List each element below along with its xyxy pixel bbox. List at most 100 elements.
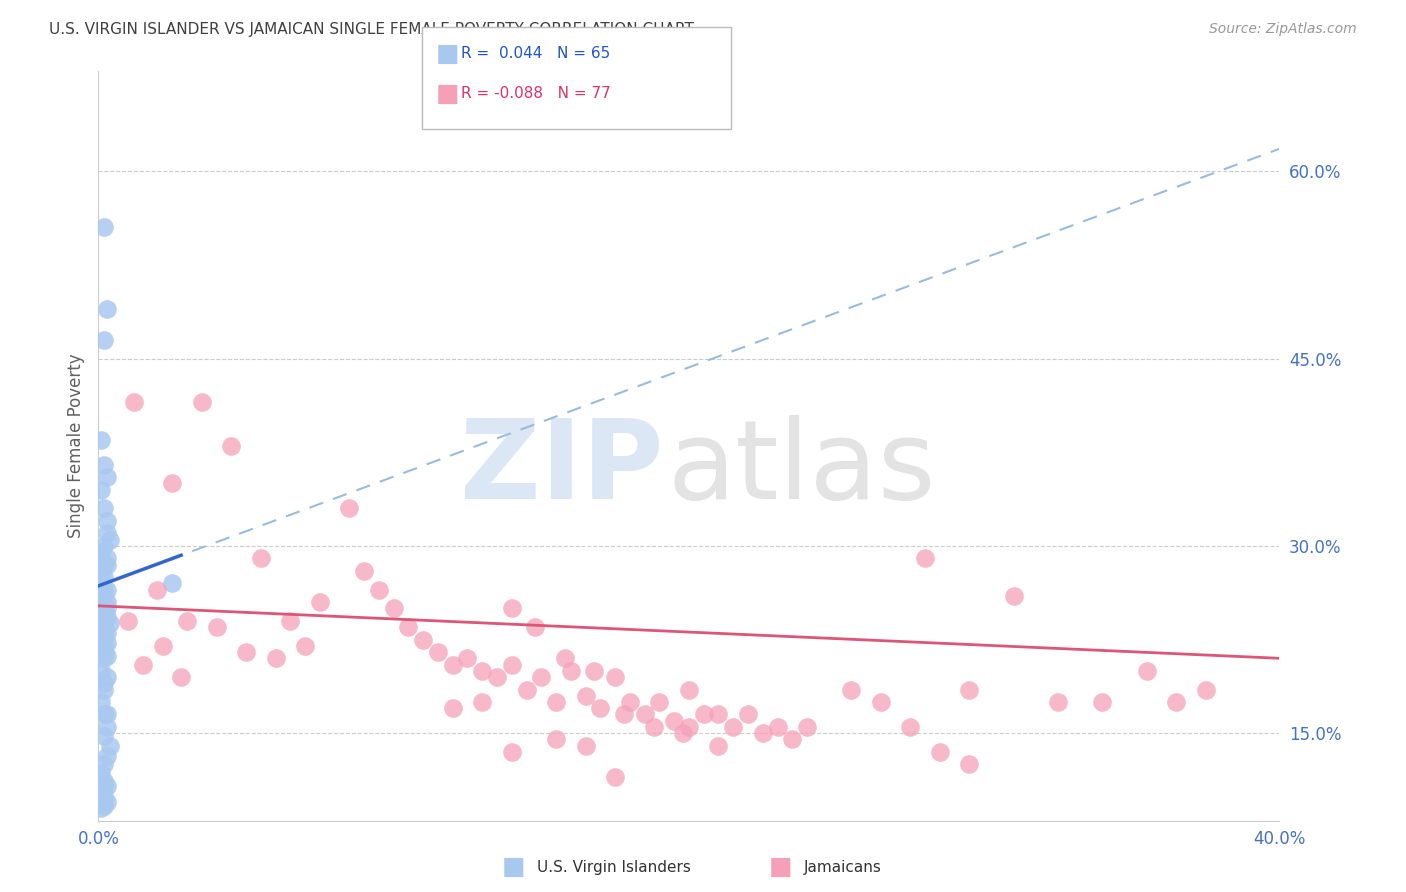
Point bbox=[96, 470, 118, 484]
Point bbox=[90, 595, 112, 609]
Point bbox=[530, 670, 553, 684]
Point bbox=[398, 620, 420, 634]
Point bbox=[122, 395, 145, 409]
Point bbox=[1166, 695, 1188, 709]
Point bbox=[93, 682, 115, 697]
Point bbox=[96, 795, 118, 809]
Point bbox=[900, 720, 922, 734]
Text: ■: ■ bbox=[436, 82, 460, 105]
Point bbox=[205, 620, 228, 634]
Point bbox=[280, 614, 302, 628]
Point bbox=[501, 601, 523, 615]
Point bbox=[93, 501, 115, 516]
Text: Source: ZipAtlas.com: Source: ZipAtlas.com bbox=[1209, 22, 1357, 37]
Point bbox=[575, 689, 598, 703]
Point bbox=[672, 726, 695, 740]
Point bbox=[235, 645, 257, 659]
Point bbox=[1002, 589, 1025, 603]
Point bbox=[914, 551, 936, 566]
Text: ■: ■ bbox=[769, 855, 792, 879]
Point bbox=[90, 607, 112, 622]
Point bbox=[693, 707, 716, 722]
Point bbox=[796, 720, 818, 734]
Point bbox=[93, 582, 115, 597]
Point bbox=[170, 670, 193, 684]
Point bbox=[782, 732, 804, 747]
Point bbox=[90, 766, 112, 780]
Point bbox=[471, 664, 494, 678]
Point bbox=[96, 648, 118, 663]
Point bbox=[1136, 664, 1159, 678]
Point bbox=[93, 773, 115, 788]
Point bbox=[959, 757, 981, 772]
Text: ■: ■ bbox=[436, 42, 460, 65]
Point bbox=[93, 729, 115, 743]
Point bbox=[643, 720, 665, 734]
Point bbox=[98, 739, 121, 753]
Point bbox=[93, 333, 115, 347]
Point bbox=[1091, 695, 1114, 709]
Point bbox=[546, 695, 568, 709]
Point bbox=[132, 657, 155, 672]
Point bbox=[1195, 682, 1218, 697]
Point bbox=[93, 676, 115, 690]
Point bbox=[96, 582, 118, 597]
Point bbox=[90, 795, 112, 809]
Point bbox=[678, 720, 700, 734]
Point bbox=[90, 632, 112, 647]
Point bbox=[162, 576, 183, 591]
Point bbox=[96, 779, 118, 793]
Point bbox=[146, 582, 169, 597]
Point bbox=[93, 630, 115, 644]
Point bbox=[90, 433, 112, 447]
Point bbox=[162, 476, 183, 491]
Text: R =  0.044   N = 65: R = 0.044 N = 65 bbox=[461, 46, 610, 61]
Point bbox=[98, 533, 121, 547]
Point bbox=[96, 626, 118, 640]
Point bbox=[353, 564, 375, 578]
Point bbox=[191, 395, 214, 409]
Point bbox=[96, 707, 118, 722]
Point bbox=[841, 682, 863, 697]
Point bbox=[870, 695, 893, 709]
Point bbox=[93, 604, 115, 618]
Point bbox=[250, 551, 273, 566]
Point bbox=[664, 714, 686, 728]
Point bbox=[93, 757, 115, 772]
Point bbox=[96, 551, 118, 566]
Point bbox=[152, 639, 174, 653]
Text: Jamaicans: Jamaicans bbox=[804, 860, 882, 874]
Point bbox=[93, 620, 115, 634]
Point bbox=[93, 779, 115, 793]
Point bbox=[554, 651, 576, 665]
Text: U.S. Virgin Islanders: U.S. Virgin Islanders bbox=[537, 860, 690, 874]
Y-axis label: Single Female Poverty: Single Female Poverty bbox=[66, 354, 84, 538]
Point bbox=[90, 620, 112, 634]
Point bbox=[613, 707, 636, 722]
Point bbox=[427, 645, 450, 659]
Text: U.S. VIRGIN ISLANDER VS JAMAICAN SINGLE FEMALE POVERTY CORRELATION CHART: U.S. VIRGIN ISLANDER VS JAMAICAN SINGLE … bbox=[49, 22, 695, 37]
Point bbox=[524, 620, 547, 634]
Text: atlas: atlas bbox=[668, 415, 936, 522]
Point bbox=[648, 695, 671, 709]
Point bbox=[471, 695, 494, 709]
Text: ZIP: ZIP bbox=[460, 415, 664, 522]
Point bbox=[93, 558, 115, 572]
Point bbox=[589, 701, 612, 715]
Point bbox=[93, 707, 115, 722]
Point bbox=[619, 695, 641, 709]
Point bbox=[93, 220, 115, 235]
Point bbox=[707, 707, 730, 722]
Point bbox=[441, 701, 464, 715]
Point bbox=[93, 626, 115, 640]
Point bbox=[575, 739, 598, 753]
Point bbox=[96, 636, 118, 650]
Point bbox=[1046, 695, 1070, 709]
Point bbox=[368, 582, 391, 597]
Point bbox=[96, 601, 118, 615]
Point bbox=[723, 720, 745, 734]
Point bbox=[90, 664, 112, 678]
Point bbox=[959, 682, 981, 697]
Point bbox=[93, 798, 115, 813]
Point bbox=[752, 726, 775, 740]
